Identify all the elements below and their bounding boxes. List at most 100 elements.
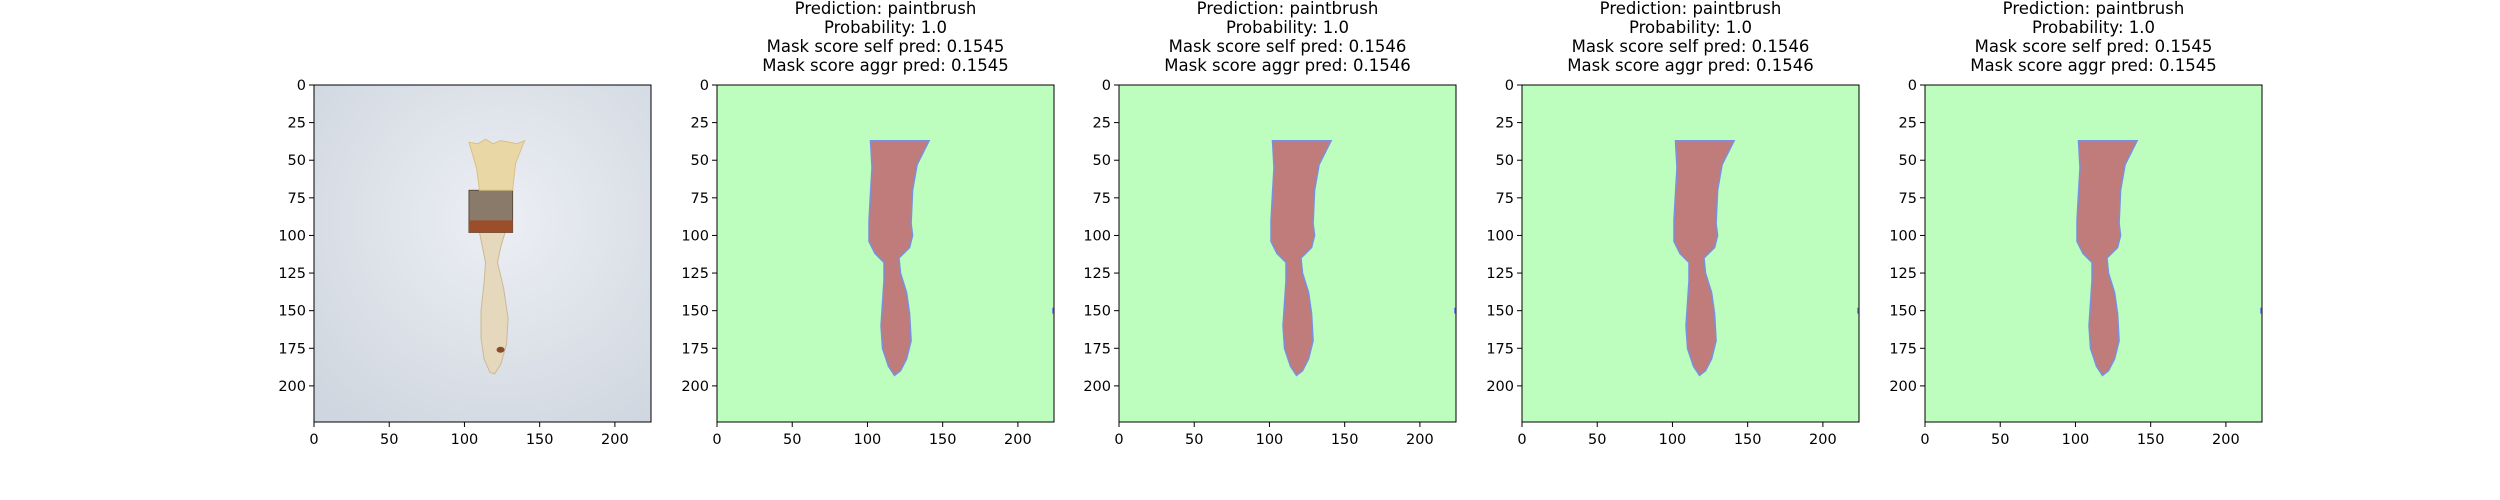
x-tick-label: 150 bbox=[1331, 432, 1359, 448]
photo-background bbox=[314, 85, 651, 422]
y-tick-label: 125 bbox=[278, 266, 306, 282]
y-tick-label: 200 bbox=[681, 379, 709, 395]
y-tick-label: 50 bbox=[288, 153, 306, 169]
x-tick-label: 150 bbox=[526, 432, 554, 448]
panel-title-line: Prediction: paintbrush bbox=[1197, 0, 1379, 18]
y-tick-label: 175 bbox=[1889, 341, 1917, 357]
panel-title-line: Mask score aggr pred: 0.1545 bbox=[762, 56, 1008, 75]
mask-region bbox=[1270, 139, 1333, 377]
axes-frame bbox=[1521, 84, 1860, 423]
x-tick-label: 100 bbox=[854, 432, 882, 448]
axes-frame bbox=[313, 84, 652, 423]
x-tick-label: 0 bbox=[309, 432, 318, 448]
y-tick-label: 100 bbox=[1889, 228, 1917, 244]
panel-title-line: Mask score aggr pred: 0.1545 bbox=[1970, 56, 2216, 75]
y-tick-label: 175 bbox=[1486, 341, 1514, 357]
y-tick-label: 25 bbox=[1496, 116, 1514, 132]
x-tick-label: 200 bbox=[1004, 432, 1032, 448]
y-tick-label: 175 bbox=[681, 341, 709, 357]
x-tick-label: 50 bbox=[1991, 432, 2009, 448]
axes-frame bbox=[1118, 84, 1457, 423]
paintbrush-bristles bbox=[468, 138, 526, 191]
panel-title-line: Mask score self pred: 0.1546 bbox=[1169, 37, 1407, 56]
mask-region bbox=[868, 139, 931, 377]
panel-title-line: Prediction: paintbrush bbox=[795, 0, 977, 18]
paintbrush-handle bbox=[478, 231, 509, 375]
x-tick-label: 50 bbox=[783, 432, 801, 448]
y-tick-label: 100 bbox=[681, 228, 709, 244]
panel-title-line: Probability: 1.0 bbox=[824, 18, 947, 37]
y-tick-label: 75 bbox=[1093, 191, 1111, 207]
y-tick-label: 75 bbox=[691, 191, 709, 207]
panel-title-line: Probability: 1.0 bbox=[1629, 18, 1752, 37]
y-tick-label: 0 bbox=[1908, 78, 1917, 94]
y-tick-label: 50 bbox=[1093, 153, 1111, 169]
x-tick-label: 100 bbox=[1256, 432, 1284, 448]
y-tick-label: 50 bbox=[1496, 153, 1514, 169]
y-tick-label: 150 bbox=[1889, 304, 1917, 320]
axes-frame bbox=[1924, 84, 2263, 423]
x-tick-label: 0 bbox=[1517, 432, 1526, 448]
panel-title-line: Probability: 1.0 bbox=[1226, 18, 1349, 37]
panel-title-line: Mask score self pred: 0.1545 bbox=[767, 37, 1005, 56]
y-tick-label: 175 bbox=[1083, 341, 1111, 357]
y-tick-label: 75 bbox=[288, 191, 306, 207]
y-tick-label: 75 bbox=[1496, 191, 1514, 207]
x-tick-label: 50 bbox=[1588, 432, 1606, 448]
panel-title-line: Probability: 1.0 bbox=[2032, 18, 2155, 37]
axes-frame bbox=[716, 84, 1055, 423]
panel-title-line: Mask score self pred: 0.1545 bbox=[1975, 37, 2213, 56]
x-tick-label: 0 bbox=[1920, 432, 1929, 448]
x-tick-label: 200 bbox=[601, 432, 629, 448]
panel-title-line: Mask score aggr pred: 0.1546 bbox=[1567, 56, 1813, 75]
x-tick-label: 150 bbox=[2137, 432, 2165, 448]
y-tick-label: 100 bbox=[1083, 228, 1111, 244]
y-tick-label: 125 bbox=[681, 266, 709, 282]
panels: 0 50 100 150 2000255075100125150175200Predic… bbox=[278, 0, 2263, 448]
y-tick-label: 200 bbox=[1486, 379, 1514, 395]
y-tick-label: 0 bbox=[700, 78, 709, 94]
y-tick-label: 100 bbox=[278, 228, 306, 244]
y-tick-label: 125 bbox=[1486, 266, 1514, 282]
y-tick-label: 150 bbox=[681, 304, 709, 320]
y-tick-label: 75 bbox=[1899, 191, 1917, 207]
x-tick-label: 150 bbox=[1734, 432, 1762, 448]
y-tick-label: 150 bbox=[1083, 304, 1111, 320]
paintbrush-hole bbox=[496, 346, 505, 353]
x-tick-label: 50 bbox=[380, 432, 398, 448]
y-tick-label: 175 bbox=[278, 341, 306, 357]
y-tick-label: 200 bbox=[1083, 379, 1111, 395]
y-tick-label: 200 bbox=[278, 379, 306, 395]
x-tick-label: 200 bbox=[1406, 432, 1434, 448]
y-tick-label: 25 bbox=[691, 116, 709, 132]
y-tick-label: 100 bbox=[1486, 228, 1514, 244]
y-tick-label: 200 bbox=[1889, 379, 1917, 395]
panel-title-line: Prediction: paintbrush bbox=[2003, 0, 2185, 18]
y-tick-label: 150 bbox=[1486, 304, 1514, 320]
x-tick-label: 200 bbox=[1809, 432, 1837, 448]
panel-title-line: Prediction: paintbrush bbox=[1600, 0, 1782, 18]
x-tick-label: 200 bbox=[2212, 432, 2240, 448]
x-tick-label: 100 bbox=[2062, 432, 2090, 448]
mask-region bbox=[1673, 139, 1736, 377]
x-tick-label: 100 bbox=[1659, 432, 1687, 448]
x-tick-label: 100 bbox=[451, 432, 479, 448]
x-tick-label: 150 bbox=[929, 432, 957, 448]
y-tick-label: 25 bbox=[1093, 116, 1111, 132]
y-tick-label: 150 bbox=[278, 304, 306, 320]
x-tick-label: 0 bbox=[712, 432, 721, 448]
panel-input-image: 0 50 100 150 200 0 25 50 75 100 125 150 175 200 bbox=[278, 78, 652, 448]
y-tick-label: 0 bbox=[1505, 78, 1514, 94]
paintbrush-ferrule-band bbox=[468, 220, 513, 233]
y-tick-label: 50 bbox=[1899, 153, 1917, 169]
y-tick-label: 125 bbox=[1889, 266, 1917, 282]
mask-region bbox=[2076, 139, 2139, 377]
panel-title-line: Mask score self pred: 0.1546 bbox=[1572, 37, 1810, 56]
x-tick-label: 0 bbox=[1114, 432, 1123, 448]
x-tick-label: 50 bbox=[1185, 432, 1203, 448]
